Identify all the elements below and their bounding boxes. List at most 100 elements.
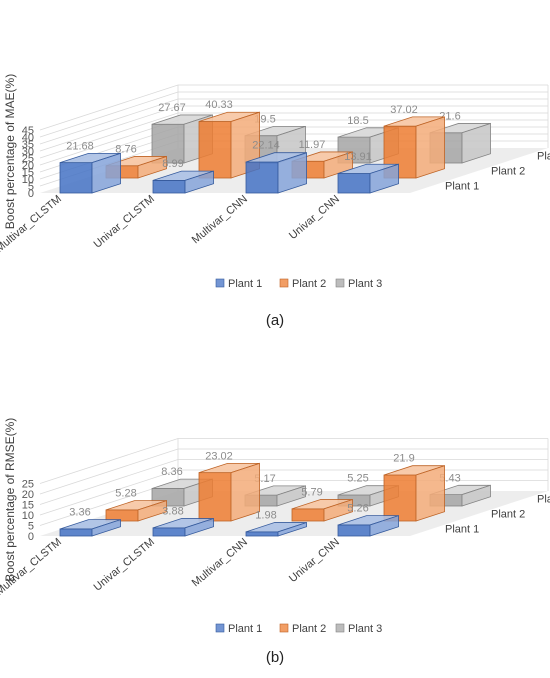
- category-label-univar-clstm: Univar_CLSTM: [92, 536, 157, 594]
- data-label: 3.36: [69, 507, 90, 519]
- legend-label: Plant 3: [348, 278, 382, 290]
- bar-side-face: [277, 152, 307, 194]
- legend-item-plant-1: Plant 1: [215, 278, 262, 290]
- y-tick-label: 35: [22, 139, 34, 151]
- bar-side-face: [230, 462, 260, 522]
- bar-side-face: [137, 500, 167, 522]
- legend-item-plant-2: Plant 2: [279, 278, 326, 290]
- data-label: 5.79: [301, 487, 322, 499]
- bar-plant-2-multivar-cnn: 5.79: [291, 487, 353, 522]
- bar-plant-2-univar-cnn: 21.9: [383, 453, 445, 522]
- bar-front-face: [245, 531, 279, 537]
- bar-side-face: [415, 465, 445, 522]
- legend-swatch: [335, 623, 345, 633]
- bar-side-face: [184, 518, 214, 537]
- legend-item-plant-3: Plant 3: [335, 623, 382, 635]
- bar-plant-1-multivar-cnn: 22.14: [245, 140, 307, 194]
- bar-side-face: [369, 515, 399, 537]
- bar-side-face: [415, 116, 445, 179]
- data-label: 22.14: [252, 140, 280, 152]
- category-label-univar-cnn: Univar_CNN: [287, 193, 342, 242]
- depth-label-plant-2: Plant 2: [491, 166, 525, 178]
- figure-caption: (b): [266, 649, 284, 666]
- legend-label: Plant 2: [292, 623, 326, 635]
- bar-side-face: [184, 170, 214, 194]
- bar-front-face: [245, 161, 279, 194]
- bar-front-face: [198, 472, 232, 522]
- data-label: 5.28: [115, 488, 136, 500]
- bar-plant-1-univar-clstm: 3.88: [152, 506, 214, 537]
- data-label: 8.99: [162, 158, 183, 170]
- data-label: 5.26: [347, 503, 368, 515]
- bar-side-face: [461, 484, 491, 507]
- bar-plant-2-univar-cnn: 37.02: [383, 104, 445, 179]
- legend-label: Plant 2: [292, 278, 326, 290]
- legend-label: Plant 1: [228, 623, 262, 635]
- bar-front-face: [383, 474, 417, 522]
- gridline: [39, 438, 548, 484]
- bar-plant-1-multivar-cnn: 1.98: [245, 510, 307, 537]
- legend-swatch: [215, 623, 225, 633]
- y-tick-label: 20: [22, 489, 34, 501]
- legend-swatch: [279, 623, 289, 633]
- bar-front-face: [59, 162, 93, 194]
- legend-swatch: [279, 278, 289, 288]
- y-tick-label: 0: [28, 531, 34, 543]
- bar-front-face: [152, 180, 186, 194]
- data-label: 13.91: [344, 151, 372, 163]
- figure-caption: (a): [266, 312, 284, 329]
- data-label: 27.67: [158, 102, 186, 114]
- y-tick-label: 5: [28, 521, 34, 533]
- bar-plant-1-univar-cnn: 5.26: [337, 503, 399, 537]
- category-label-multivar-cnn: Multivar_CNN: [190, 193, 250, 246]
- legend-label: Plant 3: [348, 623, 382, 635]
- y-tick-label: 30: [22, 146, 34, 158]
- data-label: 18.5: [347, 115, 368, 127]
- data-label: 5.25: [347, 473, 368, 485]
- data-label: 37.02: [390, 104, 418, 116]
- data-label: 23.02: [205, 450, 233, 462]
- data-label: 21.9: [393, 453, 414, 465]
- legend-item-plant-1: Plant 1: [215, 623, 262, 635]
- bar-side-face: [137, 155, 167, 179]
- bar-side-face: [323, 498, 353, 522]
- legend-item-plant-3: Plant 3: [335, 278, 382, 290]
- y-tick-label: 20: [22, 160, 34, 172]
- y-tick-label: 25: [22, 479, 34, 491]
- y-axis-label: Boost percentage of RMSE(%): [3, 418, 17, 582]
- legend-swatch: [335, 278, 345, 288]
- bar-front-face: [198, 121, 232, 179]
- data-label: 8.76: [115, 143, 136, 155]
- legend-swatch: [215, 278, 225, 288]
- bar-plant-1-multivar-clstm: 3.36: [59, 507, 121, 537]
- data-label: 11.97: [299, 139, 326, 151]
- data-label: 1.98: [255, 510, 276, 522]
- data-label: 3.88: [162, 506, 183, 518]
- bar-front-face: [337, 524, 371, 537]
- y-tick-label: 45: [22, 125, 34, 137]
- data-label: 21.68: [66, 140, 94, 152]
- y-tick-label: 40: [22, 132, 34, 144]
- data-label: 8.36: [161, 466, 182, 478]
- bar-side-face: [461, 122, 491, 164]
- depth-label-plant-2: Plant 2: [491, 509, 525, 521]
- category-label-univar-cnn: Univar_CNN: [287, 536, 342, 585]
- bar-front-face: [59, 528, 93, 537]
- data-label: 40.33: [205, 99, 233, 111]
- depth-label-plant-3: Plant 3: [537, 494, 550, 506]
- y-tick-label: 10: [22, 510, 34, 522]
- y-tick-label: 0: [28, 188, 34, 200]
- bar-plant-1-univar-clstm: 8.99: [152, 158, 214, 194]
- category-label-univar-clstm: Univar_CLSTM: [92, 193, 157, 251]
- category-label-multivar-cnn: Multivar_CNN: [190, 536, 250, 589]
- depth-label-plant-3: Plant 3: [537, 151, 550, 163]
- bar-plant-1-multivar-clstm: 21.68: [59, 140, 121, 194]
- bar-side-face: [276, 485, 306, 507]
- bar-side-face: [91, 152, 121, 194]
- bar-side-face: [369, 163, 399, 194]
- bar-front-face: [337, 173, 371, 194]
- bar-plant-1-univar-cnn: 13.91: [337, 151, 399, 194]
